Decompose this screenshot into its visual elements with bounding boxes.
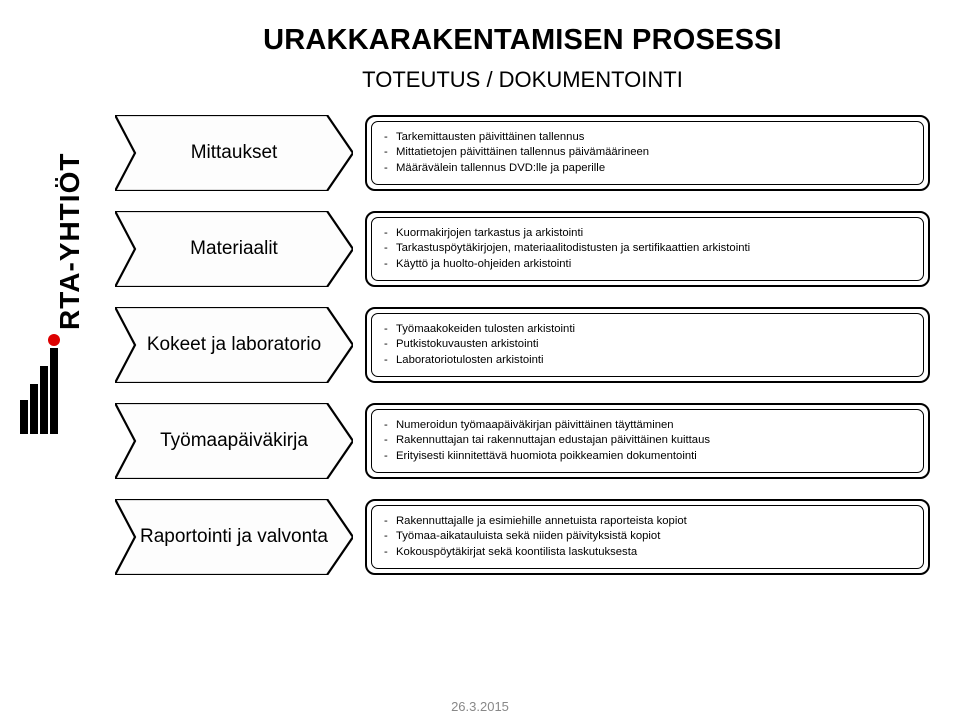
detail-list: Rakennuttajalle ja esimiehille annetuist… [384,514,911,560]
detail-list: Numeroidun työmaapäiväkirjan päivittäine… [384,418,911,464]
process-row: Työmaapäiväkirja Numeroidun työmaapäiväki… [115,403,930,479]
detail-item: Rakennuttajalle ja esimiehille annetuist… [384,514,911,529]
detail-item: Määrävälein tallennus DVD:lle ja paperil… [384,161,911,176]
process-row: Materiaalit Kuormakirjojen tarkastus ja a… [115,211,930,287]
company-name: RTA-YHTIÖT [54,153,86,330]
detail-list: Työmaakokeiden tulosten arkistointiPutki… [384,322,911,368]
detail-box: Numeroidun työmaapäiväkirjan päivittäine… [365,403,930,479]
chevron-label: Materiaalit [139,211,329,287]
footer-date: 26.3.2015 [451,699,509,714]
chevron-label: Mittaukset [139,115,329,191]
process-row: Kokeet ja laboratorio Työmaakokeiden tulo… [115,307,930,383]
process-row: Raportointi ja valvonta Rakennuttajalle j… [115,499,930,575]
detail-item: Mittatietojen päivittäinen tallennus päi… [384,145,911,160]
chevron-arrow: Työmaapäiväkirja [115,403,353,479]
detail-box: Tarkemittausten päivittäinen tallennusMi… [365,115,930,191]
detail-box: Työmaakokeiden tulosten arkistointiPutki… [365,307,930,383]
detail-item: Kokouspöytäkirjat sekä koontilista lasku… [384,545,911,560]
detail-list: Tarkemittausten päivittäinen tallennusMi… [384,130,911,176]
detail-item: Rakennuttajan tai rakennuttajan edustaja… [384,433,911,448]
detail-box: Kuormakirjojen tarkastus ja arkistointiT… [365,211,930,287]
chevron-label: Raportointi ja valvonta [139,499,329,575]
detail-item: Numeroidun työmaapäiväkirjan päivittäine… [384,418,911,433]
page-title: URAKKARAKENTAMISEN PROSESSI [115,24,930,57]
process-row: Mittaukset Tarkemittausten päivittäinen t… [115,115,930,191]
detail-item: Työmaa-aikatauluista sekä niiden päivity… [384,529,911,544]
detail-item: Laboratoriotulosten arkistointi [384,353,911,368]
chevron-arrow: Mittaukset [115,115,353,191]
detail-item: Putkistokuvausten arkistointi [384,337,911,352]
detail-list: Kuormakirjojen tarkastus ja arkistointiT… [384,226,911,272]
detail-item: Kuormakirjojen tarkastus ja arkistointi [384,226,911,241]
rows-container: Mittaukset Tarkemittausten päivittäinen t… [115,115,930,575]
detail-item: Käyttö ja huolto-ohjeiden arkistointi [384,257,911,272]
chevron-arrow: Kokeet ja laboratorio [115,307,353,383]
detail-item: Tarkemittausten päivittäinen tallennus [384,130,911,145]
detail-box: Rakennuttajalle ja esimiehille annetuist… [365,499,930,575]
page-subtitle: TOTEUTUS / DOKUMENTOINTI [115,67,930,93]
chevron-label: Työmaapäiväkirja [139,403,329,479]
slide-page: RTA-YHTIÖT URAKKARAKENTAMISEN PROSESSI T… [0,0,960,724]
company-logo: RTA-YHTIÖT [12,100,87,620]
chevron-arrow: Materiaalit [115,211,353,287]
chevron-arrow: Raportointi ja valvonta [115,499,353,575]
chevron-label: Kokeet ja laboratorio [139,307,329,383]
detail-item: Tarkastuspöytäkirjojen, materiaalitodist… [384,241,911,256]
detail-item: Työmaakokeiden tulosten arkistointi [384,322,911,337]
detail-item: Erityisesti kiinnitettävä huomiota poikk… [384,449,911,464]
